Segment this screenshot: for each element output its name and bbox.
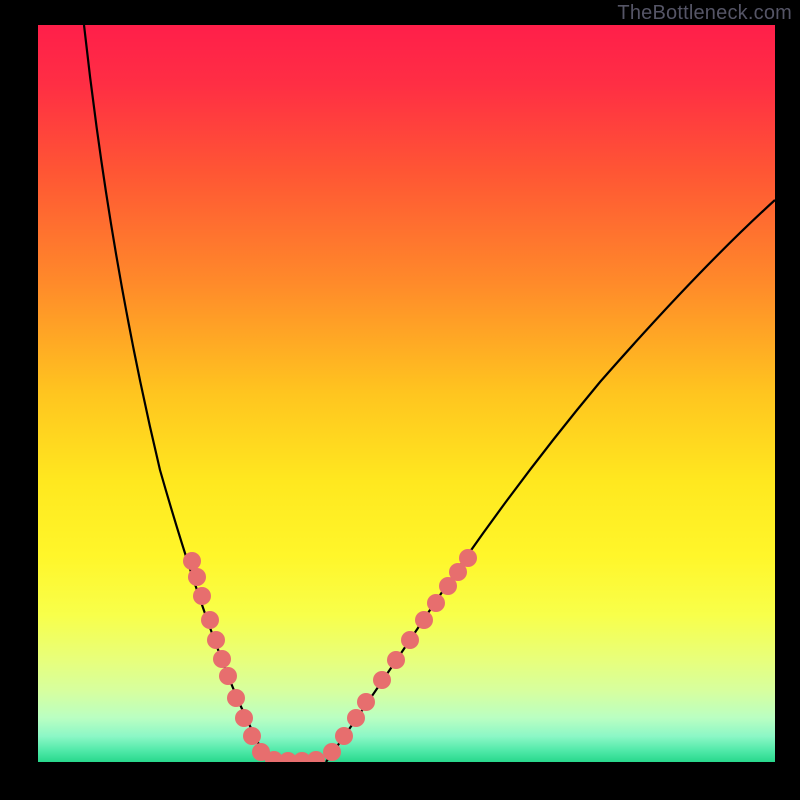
marker-point: [183, 552, 201, 570]
marker-point: [335, 727, 353, 745]
marker-point: [323, 743, 341, 761]
marker-point: [201, 611, 219, 629]
marker-point: [387, 651, 405, 669]
bottleneck-v-chart: [0, 0, 800, 800]
marker-point: [219, 667, 237, 685]
marker-point: [193, 587, 211, 605]
watermark-text: TheBottleneck.com: [617, 2, 792, 25]
marker-point: [235, 709, 253, 727]
chart-stage: TheBottleneck.com: [0, 0, 800, 800]
marker-point: [427, 594, 445, 612]
marker-point: [415, 611, 433, 629]
marker-point: [373, 671, 391, 689]
marker-point: [459, 549, 477, 567]
marker-point: [207, 631, 225, 649]
marker-point: [401, 631, 419, 649]
marker-point: [188, 568, 206, 586]
marker-point: [227, 689, 245, 707]
marker-point: [243, 727, 261, 745]
marker-point: [213, 650, 231, 668]
plot-area-gradient: [38, 25, 775, 762]
marker-point: [347, 709, 365, 727]
marker-point: [357, 693, 375, 711]
